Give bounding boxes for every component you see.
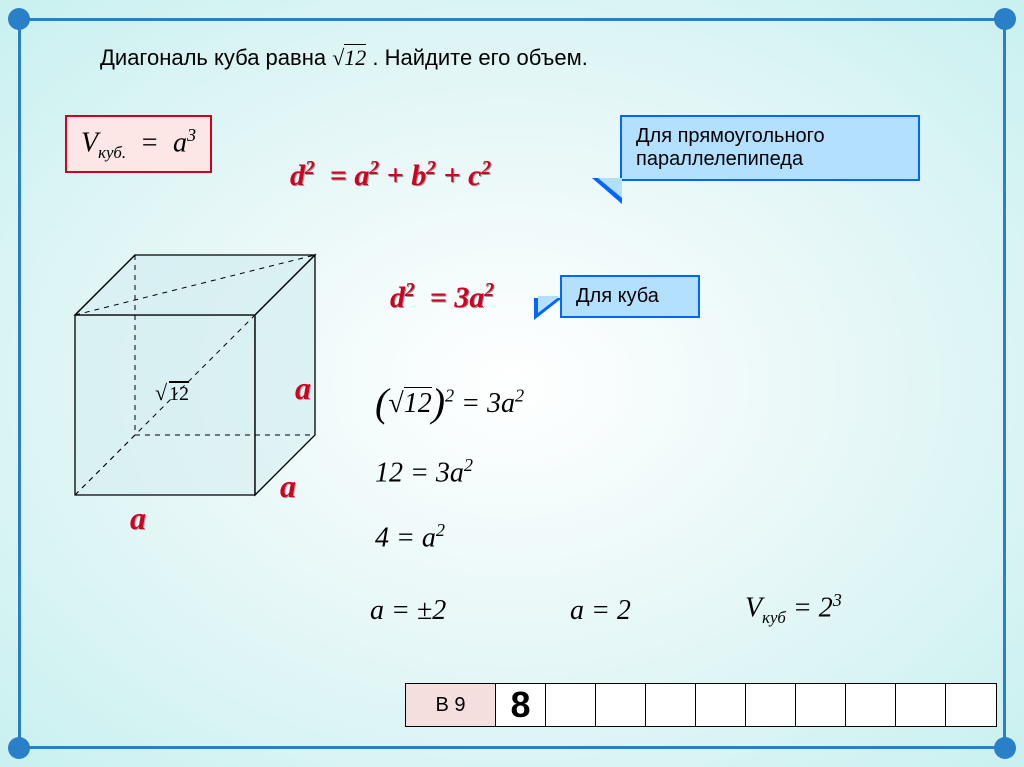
answer-cell [596,684,646,726]
callout-cube-text: Для куба [576,285,684,308]
callout-parallelepiped: Для прямоугольного параллелепипеда [620,115,920,181]
diagonal-formula-box: d2 = a2 + b2 + c2 [290,158,491,193]
corner-decoration [994,8,1016,30]
step-2: 12 = 3a2 [375,455,473,489]
callout-tail [592,178,622,204]
corner-decoration [8,737,30,759]
volume-formula-box: Vкуб. = a3 [65,115,212,173]
vol-sup: 3 [187,125,196,145]
step-1: (√12)2 = 3a2 [375,375,524,422]
callout-tail [534,298,562,320]
svg-text:12: 12 [169,383,189,405]
answer-cell [796,684,846,726]
answer-cell [646,684,696,726]
answer-grid: В 9 8 [405,683,997,727]
answer-label: В 9 [406,684,496,726]
step-5: a = 2 [570,595,631,627]
step-4: a = ±2 [370,595,446,627]
diagonal-cube-formula: d2 = 3a2 [390,280,494,315]
vol-rhs: a [173,127,187,158]
edge-label-a: a [130,500,146,537]
problem-value: √12 [332,44,366,70]
answer-cell [696,684,746,726]
answer-cell [946,684,996,726]
step-6: Vкуб = 23 [745,590,842,628]
problem-statement: Диагональ куба равна √12 . Найдите его о… [100,45,588,71]
edge-label-a: a [295,370,311,407]
svg-text:√: √ [155,380,168,405]
callout-line1: Для прямоугольного [636,125,904,148]
vol-lhs: V [81,127,98,158]
answer-cell [896,684,946,726]
corner-decoration [994,737,1016,759]
vol-sub: куб. [98,143,126,162]
callout-line2: параллелепипеда [636,148,904,171]
corner-decoration [8,8,30,30]
answer-cell: 8 [496,684,546,726]
edge-label-a: a [280,468,296,505]
answer-cell [746,684,796,726]
problem-prefix: Диагональ куба равна [100,45,332,70]
step-3: 4 = a2 [375,520,445,554]
problem-suffix: . Найдите его объем. [372,45,587,70]
answer-cell [546,684,596,726]
slide: Диагональ куба равна √12 . Найдите его о… [0,0,1024,767]
callout-cube: Для куба [560,275,700,318]
answer-cell [846,684,896,726]
